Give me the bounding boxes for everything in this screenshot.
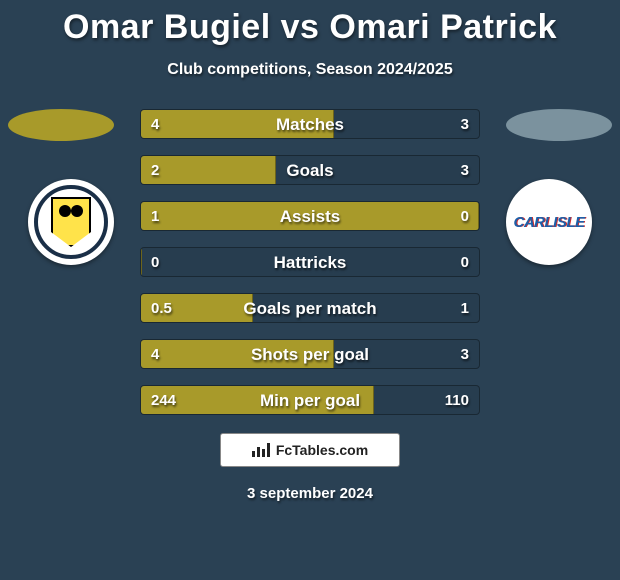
subtitle: Club competitions, Season 2024/2025 [0,61,620,79]
chart-icon [252,443,270,457]
date-label: 3 september 2024 [0,485,620,502]
brand-badge: FcTables.com [220,433,400,467]
stat-label: Shots per goal [141,340,479,369]
stat-bars: 43Matches 23Goals 10Assists 00Hattricks 0.51… [140,109,480,415]
right-club-logo: CARLISLE [506,179,592,265]
stat-label: Goals per match [141,294,479,323]
stat-label: Min per goal [141,386,479,415]
afc-wimbledon-crest-icon [34,185,108,259]
comparison-stage: CARLISLE 43Matches 23Goals 10Assists 00Hatt… [0,109,620,415]
right-player-ellipse [506,109,612,141]
stat-row: 10Assists [140,201,480,231]
page-title: Omar Bugiel vs Omari Patrick [0,0,620,47]
stat-row: 00Hattricks [140,247,480,277]
stat-label: Goals [141,156,479,185]
stat-row: 43Shots per goal [140,339,480,369]
carlisle-crest-icon: CARLISLE [514,214,585,231]
stat-row: 244110Min per goal [140,385,480,415]
left-player-ellipse [8,109,114,141]
stat-label: Assists [141,202,479,231]
left-club-logo [28,179,114,265]
stat-row: 23Goals [140,155,480,185]
stat-label: Matches [141,110,479,139]
stat-row: 0.51Goals per match [140,293,480,323]
stat-row: 43Matches [140,109,480,139]
stat-label: Hattricks [141,248,479,277]
brand-text: FcTables.com [276,442,368,458]
